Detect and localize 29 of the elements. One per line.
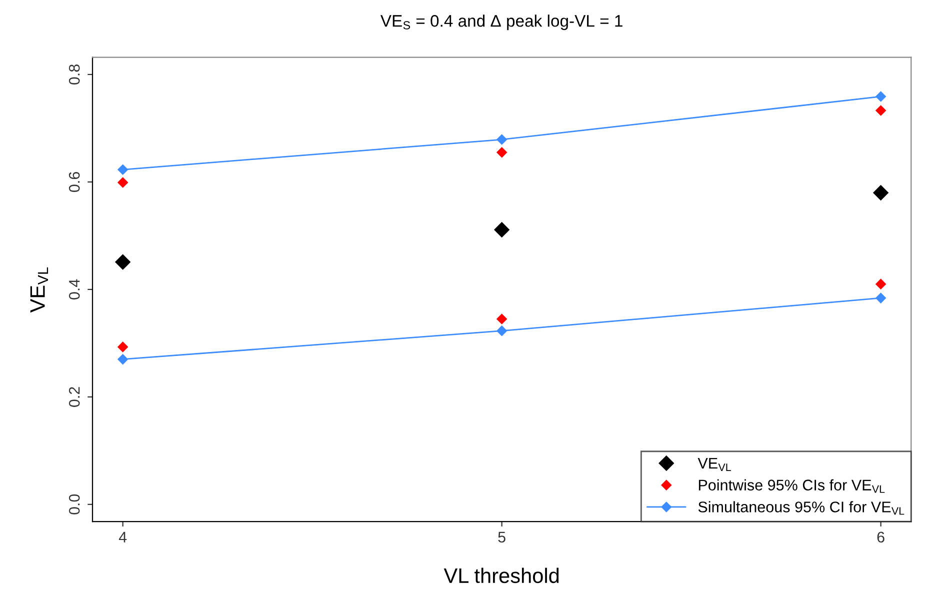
point: [118, 354, 128, 364]
x-tick-label: 4: [118, 532, 127, 542]
y-tick-label: 0.2: [68, 387, 80, 407]
y-axis-title: VE$_{VL}$: [30, 267, 48, 313]
point: [494, 222, 510, 238]
point: [873, 185, 888, 200]
point: [118, 164, 128, 175]
point: [876, 105, 886, 116]
point: [118, 342, 128, 352]
point: [496, 134, 507, 145]
x-axis-title: VL threshold: [444, 568, 559, 584]
chart-title: VE$_{S}$ = 0.4 and Δ peak log-VL = 1: [380, 14, 622, 30]
legend-label: Pointwise 95% CIs for VE$_{VL}$: [698, 479, 885, 493]
y-tick-label: 0.4: [68, 279, 80, 300]
point: [496, 314, 507, 324]
legend-label: VE$_{VL}$: [698, 458, 731, 471]
point: [496, 326, 507, 336]
point: [876, 292, 886, 304]
point: [118, 177, 128, 188]
x-tick-label: 5: [498, 532, 506, 543]
y-tick-label: 0.6: [68, 172, 80, 192]
point: [115, 254, 130, 270]
point: [876, 278, 886, 290]
y-tick-label: 0.8: [68, 64, 80, 85]
legend-label: Simultaneous 95% CI for VE$_{VL}$: [698, 501, 904, 515]
point: [496, 147, 507, 158]
y-tick-label: 0.0: [68, 494, 80, 514]
x-tick-label: 6: [877, 532, 884, 543]
point: [876, 91, 886, 102]
